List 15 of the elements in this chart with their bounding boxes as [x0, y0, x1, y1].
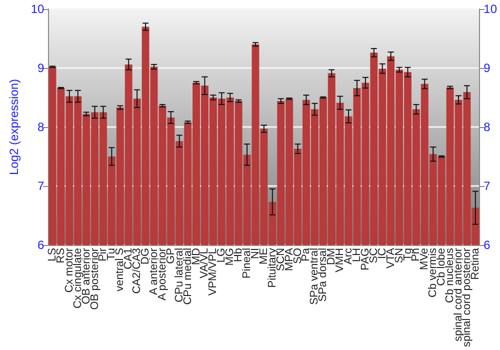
y-tick-label: 9 [38, 60, 45, 75]
x-tick-label: Tg [402, 248, 414, 261]
y-tick-label: 6 [38, 238, 45, 252]
x-tick-label: OB posterior [88, 248, 101, 310]
y-tick-label: 10 [30, 2, 45, 16]
y2-tick-label: 6 [484, 238, 491, 252]
y-axis-title: Log2 (expression) [7, 78, 21, 176]
y2-tick-label: 9 [484, 60, 491, 75]
y-tick-label: 8 [38, 120, 45, 134]
x-tick-label: A posterior [156, 248, 168, 301]
y2-tick-label: 7 [484, 178, 491, 193]
x-tick-label: Retina [469, 247, 482, 280]
y2-tick-label: 8 [484, 120, 491, 134]
y2-tick-label: 10 [484, 2, 498, 16]
y-tick-label: 7 [38, 178, 45, 193]
